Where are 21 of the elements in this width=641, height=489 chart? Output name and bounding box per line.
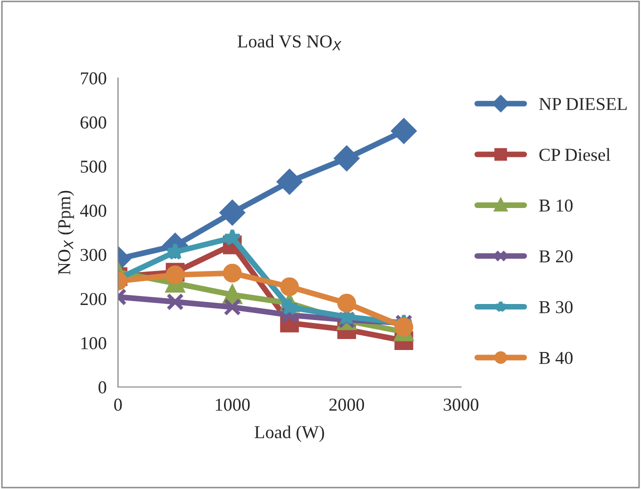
y-tick-label: 600 bbox=[80, 116, 106, 129]
legend-label: CP Diesel bbox=[539, 148, 610, 161]
chart-title: Load VS NO$_{X}$ bbox=[238, 34, 342, 50]
x-tick-label: 1000 bbox=[216, 398, 250, 411]
legend-label: B 40 bbox=[539, 352, 573, 364]
legend-label: B 30 bbox=[539, 301, 573, 314]
x-axis-title: Load (W) bbox=[254, 426, 324, 442]
y-tick-label: 700 bbox=[80, 72, 106, 84]
legend-label: B 20 bbox=[539, 250, 573, 262]
legend-label: NP DIESEL bbox=[539, 98, 627, 110]
x-tick-label: 3000 bbox=[444, 398, 478, 411]
y-axis-title: NO$_{X}$ (Ppm) bbox=[58, 190, 74, 275]
y-tick-label: 200 bbox=[80, 292, 106, 306]
y-tick-label: 0 bbox=[98, 381, 106, 394]
x-tick-label: 0 bbox=[114, 398, 122, 411]
y-tick-label: 300 bbox=[80, 248, 106, 262]
legend-label: B 10 bbox=[539, 199, 573, 212]
x-tick-label: 2000 bbox=[329, 398, 364, 411]
y-tick-label: 500 bbox=[80, 160, 106, 173]
y-tick-label: 400 bbox=[80, 204, 106, 217]
y-tick-label: 100 bbox=[81, 337, 106, 350]
